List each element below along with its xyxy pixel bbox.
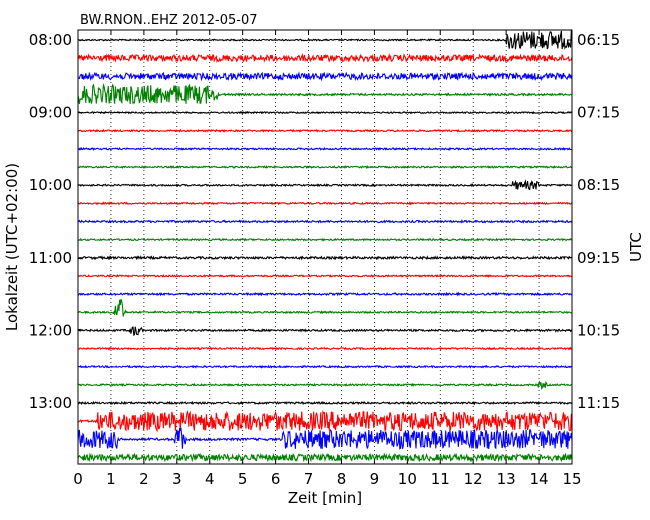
x-tick-label: 7 bbox=[304, 470, 314, 488]
y-tick-label-right: 10:15 bbox=[577, 321, 620, 339]
y-tick-label-left: 09:00 bbox=[29, 104, 72, 122]
y-axis-label-right: UTC bbox=[627, 232, 645, 262]
y-tick-label-left: 13:00 bbox=[29, 394, 72, 412]
y-tick-label-right: 06:15 bbox=[577, 31, 620, 49]
plot-frame bbox=[77, 29, 573, 465]
trace-0930 bbox=[77, 146, 573, 151]
grid-lines bbox=[110, 30, 540, 464]
trace-0915 bbox=[77, 128, 573, 133]
trace-1030 bbox=[77, 219, 573, 224]
x-tick-label: 10 bbox=[398, 470, 417, 488]
y-tick-label-right: 09:15 bbox=[577, 249, 620, 267]
y-tick-label-right: 07:15 bbox=[577, 104, 620, 122]
trace-1245 bbox=[77, 380, 573, 391]
y-tick-label-right: 11:15 bbox=[577, 394, 620, 412]
x-tick-label: 1 bbox=[106, 470, 116, 488]
x-tick-label: 3 bbox=[172, 470, 182, 488]
y-tick-label-left: 10:00 bbox=[29, 176, 72, 194]
chart-title: BW.RNON..EHZ 2012-05-07 bbox=[80, 13, 258, 28]
trace-1115 bbox=[77, 273, 573, 278]
x-tick-label: 6 bbox=[271, 470, 281, 488]
x-tick-label: 0 bbox=[73, 470, 83, 488]
trace-0945 bbox=[77, 165, 572, 169]
x-tick-label: 5 bbox=[238, 470, 248, 488]
trace-0900 bbox=[77, 110, 573, 115]
trace-1015 bbox=[77, 201, 573, 206]
trace-0800 bbox=[77, 29, 573, 50]
x-tick-label: 13 bbox=[497, 470, 516, 488]
trace-0830 bbox=[77, 71, 573, 82]
trace-1130 bbox=[77, 291, 573, 297]
trace-1315 bbox=[77, 409, 573, 433]
trace-1345 bbox=[77, 452, 573, 463]
axes-group: 0 1 2 3 4 5 6 7 8 9 10 11 12 13 14 1508:0009:0010:0011:… bbox=[29, 30, 620, 488]
x-tick-label: 11 bbox=[431, 470, 450, 488]
x-tick-label: 14 bbox=[530, 470, 549, 488]
y-tick-label-left: 12:00 bbox=[29, 321, 72, 339]
x-tick-label: 8 bbox=[337, 470, 347, 488]
trace-1045 bbox=[77, 237, 573, 242]
trace-1100 bbox=[77, 255, 573, 261]
y-tick-label-left: 08:00 bbox=[29, 31, 72, 49]
trace-1215 bbox=[77, 346, 573, 351]
y-tick-label-left: 11:00 bbox=[29, 249, 72, 267]
y-axis-label-left: Lokalzeit (UTC+02:00) bbox=[3, 163, 21, 331]
trace-1230 bbox=[77, 364, 573, 369]
trace-1000 bbox=[77, 179, 573, 191]
trace-group bbox=[77, 29, 573, 463]
trace-1300 bbox=[77, 400, 573, 406]
trace-1145 bbox=[78, 299, 573, 317]
x-tick-label: 15 bbox=[562, 470, 581, 488]
x-tick-label: 2 bbox=[139, 470, 149, 488]
trace-0845 bbox=[77, 82, 573, 105]
trace-0815 bbox=[77, 53, 573, 64]
trace-1330 bbox=[77, 427, 573, 450]
y-tick-label-right: 08:15 bbox=[577, 176, 620, 194]
x-tick-label: 4 bbox=[205, 470, 215, 488]
x-tick-label: 9 bbox=[370, 470, 380, 488]
x-axis-label: Zeit [min] bbox=[288, 489, 362, 507]
trace-1200 bbox=[77, 326, 573, 336]
x-tick-label: 12 bbox=[464, 470, 483, 488]
